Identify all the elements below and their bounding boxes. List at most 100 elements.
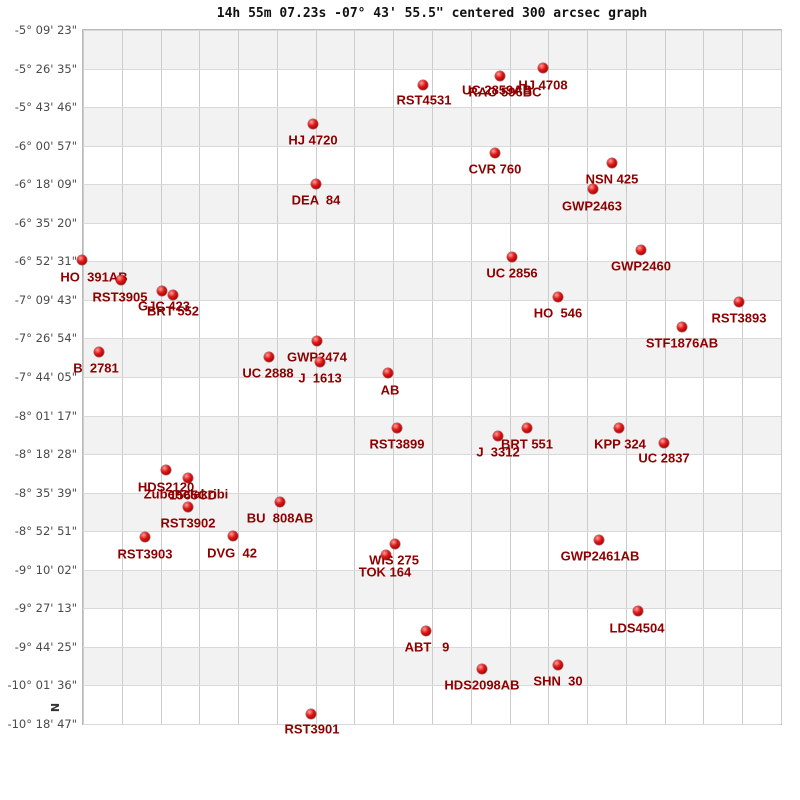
star-dot (553, 660, 563, 670)
horizontal-gridline (83, 300, 781, 301)
star-label: ABT 9 (404, 639, 450, 655)
north-indicator: N (48, 702, 62, 713)
star-dot (94, 347, 104, 357)
declination-tick-label: -7° 09' 43" (14, 292, 77, 307)
star-label: HJ 4708 (518, 77, 568, 93)
star-label: DEA 84 (291, 192, 341, 208)
star-dot (636, 245, 646, 255)
star-label: HDS2120 (137, 479, 195, 495)
star-dot (183, 473, 193, 483)
star-dot (228, 531, 238, 541)
star-label: GWP2463 (562, 198, 622, 214)
declination-tick-label: -8° 01' 17" (14, 408, 77, 423)
star-dot (614, 423, 624, 433)
horizontal-gridline (83, 184, 781, 185)
declination-tick-label: -6° 35' 20" (14, 215, 77, 230)
star-dot (161, 465, 171, 475)
star-label: RST3899 (369, 436, 425, 452)
star-label: J 3312 (476, 444, 520, 460)
star-label: RST4531 (396, 92, 452, 108)
declination-tick-label: -7° 26' 54" (14, 331, 77, 346)
star-label: 1565CD (169, 487, 217, 503)
horizontal-gridline (83, 338, 781, 339)
declination-tick-label: -6° 18' 09" (14, 177, 77, 192)
horizontal-gridline (83, 454, 781, 455)
star-dot (659, 438, 669, 448)
declination-tick-label: -6° 00' 57" (14, 138, 77, 153)
star-dot (77, 255, 87, 265)
declination-tick-label: -6° 52' 31" (14, 254, 77, 269)
declination-tick-label: -9° 10' 02" (14, 562, 77, 577)
star-dot (308, 119, 318, 129)
star-label: KPP 324 (594, 436, 646, 452)
star-dot (381, 550, 391, 560)
star-dot (157, 286, 167, 296)
star-dot (490, 148, 500, 158)
star-label: NSN 425 (585, 171, 639, 187)
horizontal-gridline (83, 69, 781, 70)
star-label: SHN 30 (533, 673, 583, 689)
horizontal-gridline (83, 570, 781, 571)
star-label: J 1613 (298, 370, 342, 386)
horizontal-gridline (83, 647, 781, 648)
star-dot (677, 322, 687, 332)
star-label: HJ 4720 (288, 132, 338, 148)
star-dot (495, 71, 505, 81)
declination-tick-label: -5° 43' 46" (14, 100, 77, 115)
star-dot (507, 252, 517, 262)
star-dot (553, 292, 563, 302)
star-dot (421, 626, 431, 636)
star-label: HDS2098AB (444, 677, 520, 693)
horizontal-gridline (83, 107, 781, 108)
horizontal-gridline (83, 261, 781, 262)
star-label: B 2781 (73, 360, 119, 376)
star-label: GJC 423 (137, 298, 191, 314)
star-label: RST3903 (117, 546, 173, 562)
star-dot (390, 539, 400, 549)
star-label: AB (380, 382, 400, 398)
horizontal-gridline (83, 377, 781, 378)
star-label: RST3905 (92, 289, 148, 305)
star-label: GWP2460 (611, 258, 671, 274)
star-dot (383, 368, 393, 378)
horizontal-gridline (83, 30, 781, 31)
star-dot (392, 423, 402, 433)
star-label: LDS4504 (609, 620, 665, 636)
star-dot (538, 63, 548, 73)
horizontal-gridline (83, 146, 781, 147)
star-label: DVG 42 (207, 545, 257, 561)
star-label: RST3901 (284, 721, 340, 737)
star-dot (418, 80, 428, 90)
star-label: BRT 551 (500, 436, 554, 452)
star-label: STF1876AB (645, 335, 719, 351)
declination-tick-label: -10° 18' 47" (7, 717, 77, 731)
star-label: RST3902 (160, 515, 216, 531)
star-label: CVR 760 (468, 161, 522, 177)
horizontal-gridline (83, 531, 781, 532)
star-dot (477, 664, 487, 674)
star-label: TOK 164 (358, 564, 412, 580)
star-label: BRT 552 (146, 303, 200, 319)
star-dot (522, 423, 532, 433)
vertical-gridline (781, 30, 782, 724)
horizontal-gridline (83, 416, 781, 417)
declination-tick-label: -10° 01' 36" (7, 678, 77, 693)
star-label: BU 808AB (246, 510, 314, 526)
declination-tick-label: -8° 18' 28" (14, 447, 77, 462)
star-label: RAO 596BC (468, 84, 542, 100)
star-label: UC 2859AB (461, 82, 533, 98)
star-dot (306, 709, 316, 719)
star-label: UC 2837 (638, 450, 690, 466)
plot-area (82, 29, 782, 725)
star-dot (315, 357, 325, 367)
declination-tick-label: -5° 26' 35" (14, 61, 77, 76)
star-dot (588, 184, 598, 194)
star-label: RST3893 (711, 310, 767, 326)
declination-tick-label: -9° 44' 25" (14, 639, 77, 654)
star-label: HO 546 (533, 305, 583, 321)
star-dot (168, 290, 178, 300)
star-label: GWP2461AB (560, 548, 640, 564)
star-label: Zubenelakribi (143, 486, 229, 502)
star-dot (275, 497, 285, 507)
